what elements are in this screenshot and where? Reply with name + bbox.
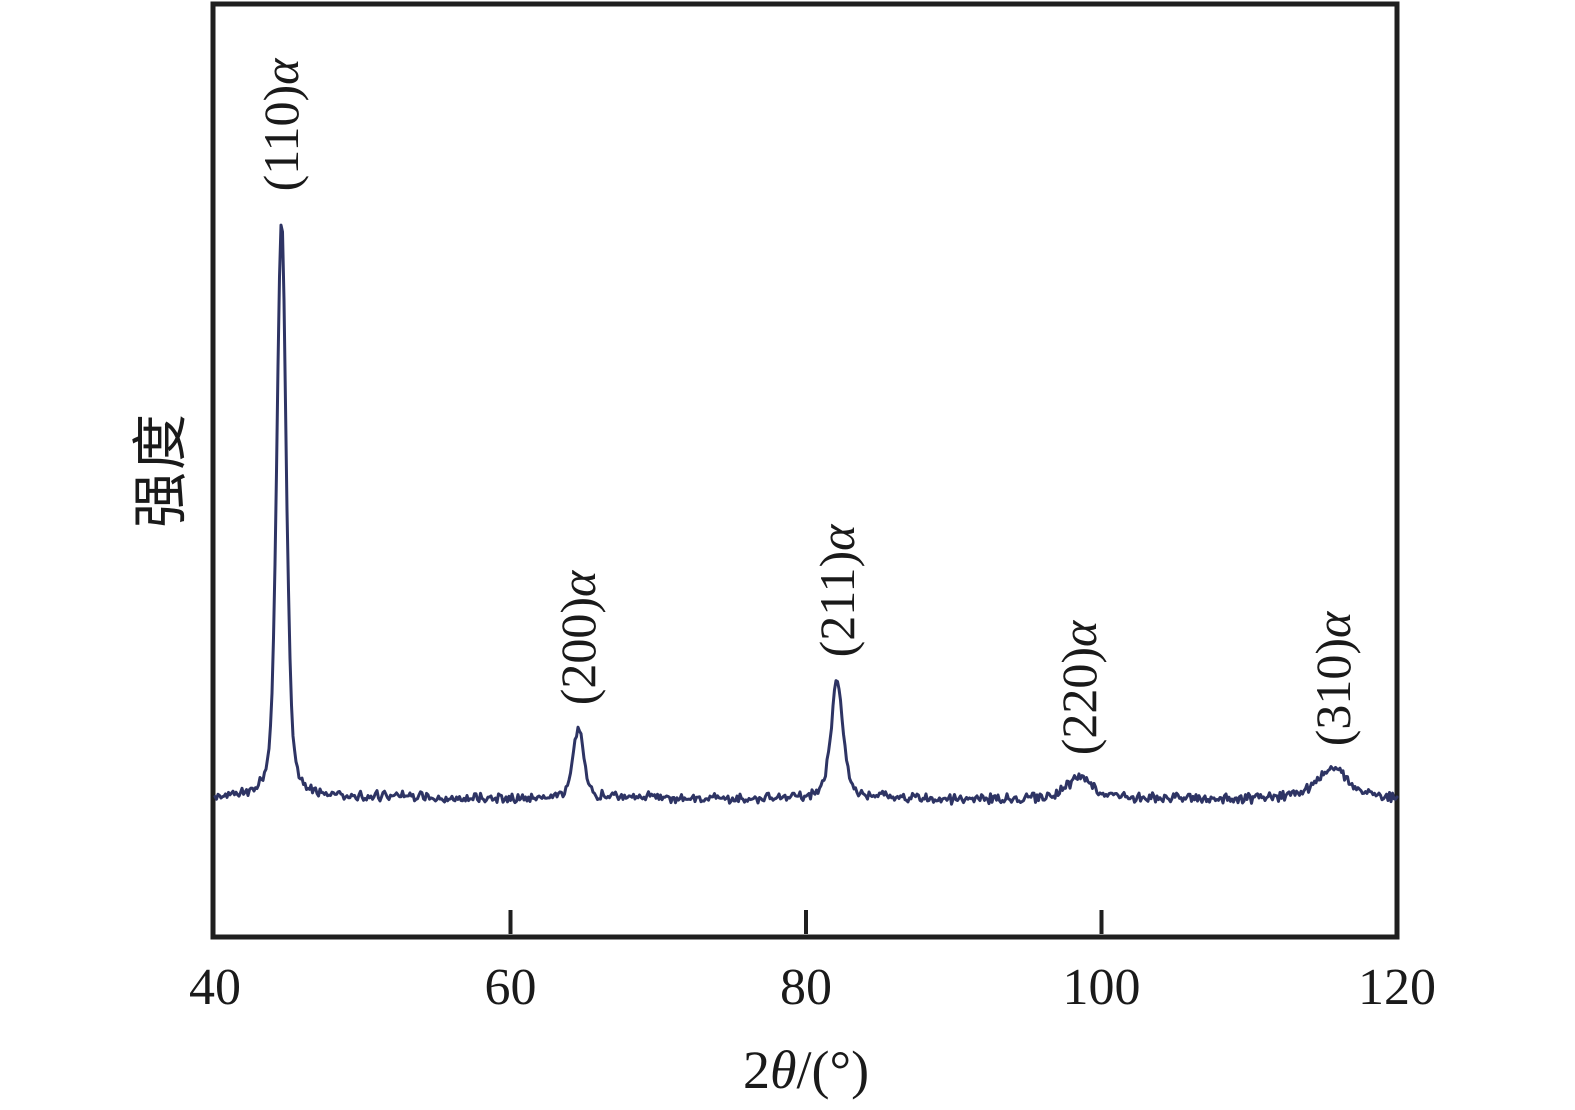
plot-border — [210, 1, 1400, 940]
peak-phase: α — [550, 570, 607, 597]
x-axis-title-suffix: /(°) — [796, 1040, 870, 1100]
xrd-trace — [213, 223, 1399, 806]
peak-label: (110)α — [253, 58, 310, 192]
peak-label: (200)α — [550, 570, 607, 706]
peak-hkl: (220) — [1051, 646, 1108, 755]
x-tick-label: 120 — [1358, 959, 1436, 1016]
peak-phase: α — [1305, 611, 1362, 638]
x-tick-label: 80 — [780, 959, 832, 1016]
x-axis-title: 2θ/(°) — [742, 1040, 870, 1100]
peak-hkl: (211) — [809, 551, 866, 658]
x-tick-label: 100 — [1062, 959, 1141, 1016]
peak-phase: α — [809, 525, 866, 552]
peak-hkl: (110) — [253, 84, 310, 192]
peak-label: (310)α — [1305, 611, 1362, 747]
peak-label: (220)α — [1051, 620, 1108, 755]
theta-symbol: θ — [769, 1040, 797, 1100]
x-tick-label: 60 — [484, 959, 537, 1016]
peak-phase: α — [253, 58, 310, 85]
peak-hkl: (200) — [550, 597, 607, 706]
peak-hkl: (310) — [1305, 637, 1362, 747]
y-axis-title: 强度 — [131, 412, 193, 528]
x-axis-ticks — [508, 910, 1104, 934]
x-axis-title-prefix: 2 — [742, 1040, 770, 1100]
x-tick-label: 40 — [189, 959, 241, 1016]
peak-phase: α — [1051, 620, 1108, 647]
peak-label: (211)α — [809, 525, 866, 658]
